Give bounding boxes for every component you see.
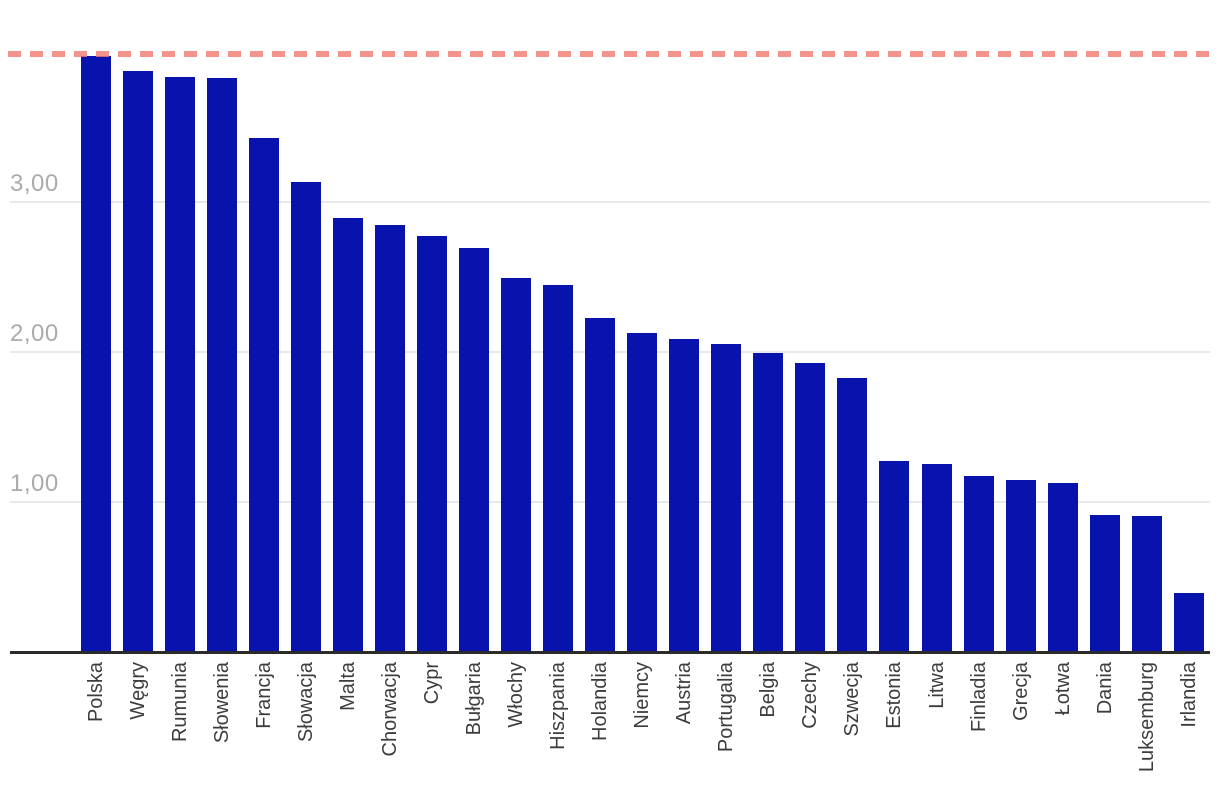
x-tick-label: Łotwa	[1051, 662, 1074, 716]
x-tick-label: Węgry	[126, 662, 149, 720]
x-tick-label: Włochy	[505, 662, 527, 728]
x-tick-label: Holandia	[589, 662, 612, 741]
reference-dashed-line	[8, 51, 1212, 57]
bar-włochy	[501, 277, 531, 651]
bar-grecja	[1005, 480, 1036, 651]
bar-chorwacja	[374, 225, 405, 651]
bar-dania	[1089, 514, 1120, 651]
x-tick-label: Belgia	[757, 662, 780, 718]
bar-portugalia	[711, 343, 742, 651]
x-tick-label: Bułgaria	[462, 662, 485, 736]
bar-holandia	[585, 318, 616, 651]
y-tick-label: 3,00	[10, 170, 59, 197]
y-tick-label: 2,00	[10, 320, 59, 347]
bar-niemcy	[627, 333, 658, 651]
gridline-3,00	[10, 201, 1210, 203]
bar-czechy	[795, 363, 826, 651]
x-tick-label: Cypr	[420, 662, 443, 705]
bar-austria	[669, 339, 700, 651]
bar-słowenia	[206, 78, 237, 651]
bar-belgia	[753, 352, 784, 651]
bar-finladia	[963, 475, 994, 651]
x-axis-line	[10, 651, 1210, 654]
x-tick-label: Niemcy	[631, 662, 654, 729]
bar-malta	[332, 217, 363, 651]
x-tick-label: Słowacja	[294, 662, 317, 743]
bar-bułgaria	[458, 247, 489, 651]
x-tick-label: Hiszpania	[547, 662, 570, 750]
x-tick-label: Francja	[252, 662, 275, 729]
x-tick-label: Chorwacja	[378, 662, 401, 757]
x-tick-label: Irlandia	[1177, 662, 1200, 728]
bar-węgry	[122, 70, 153, 651]
bar-rumunia	[164, 76, 195, 651]
bar-litwa	[921, 463, 952, 651]
x-tick-label: Portugalia	[715, 662, 738, 753]
x-tick-label: Słowenia	[210, 662, 233, 744]
x-tick-label: Luksemburg	[1135, 662, 1158, 773]
bar-estonia	[879, 460, 910, 651]
y-tick-label: 1,00	[10, 470, 59, 497]
x-tick-label: Czechy	[799, 662, 822, 729]
x-tick-label: Austria	[673, 662, 696, 725]
bar-hiszpania	[543, 285, 574, 651]
x-tick-label: Finladia	[967, 662, 990, 733]
x-tick-label: Litwa	[925, 662, 948, 709]
bar-słowacja	[290, 181, 321, 651]
x-tick-label: Szwecja	[841, 662, 864, 737]
x-tick-label: Dania	[1093, 662, 1116, 715]
bar-luksemburg	[1131, 516, 1162, 651]
bar-francja	[248, 138, 279, 651]
bar-szwecja	[837, 378, 868, 651]
x-tick-label: Malta	[336, 662, 359, 711]
bar-irlandia	[1173, 592, 1204, 651]
x-tick-label: Polska	[84, 662, 107, 723]
bar-cypr	[416, 235, 447, 651]
bar-polska	[80, 55, 111, 651]
x-tick-label: Estonia	[883, 662, 906, 729]
bar-łotwa	[1047, 483, 1078, 651]
x-tick-label: Rumunia	[168, 662, 191, 743]
x-tick-label: Grecja	[1009, 662, 1032, 721]
